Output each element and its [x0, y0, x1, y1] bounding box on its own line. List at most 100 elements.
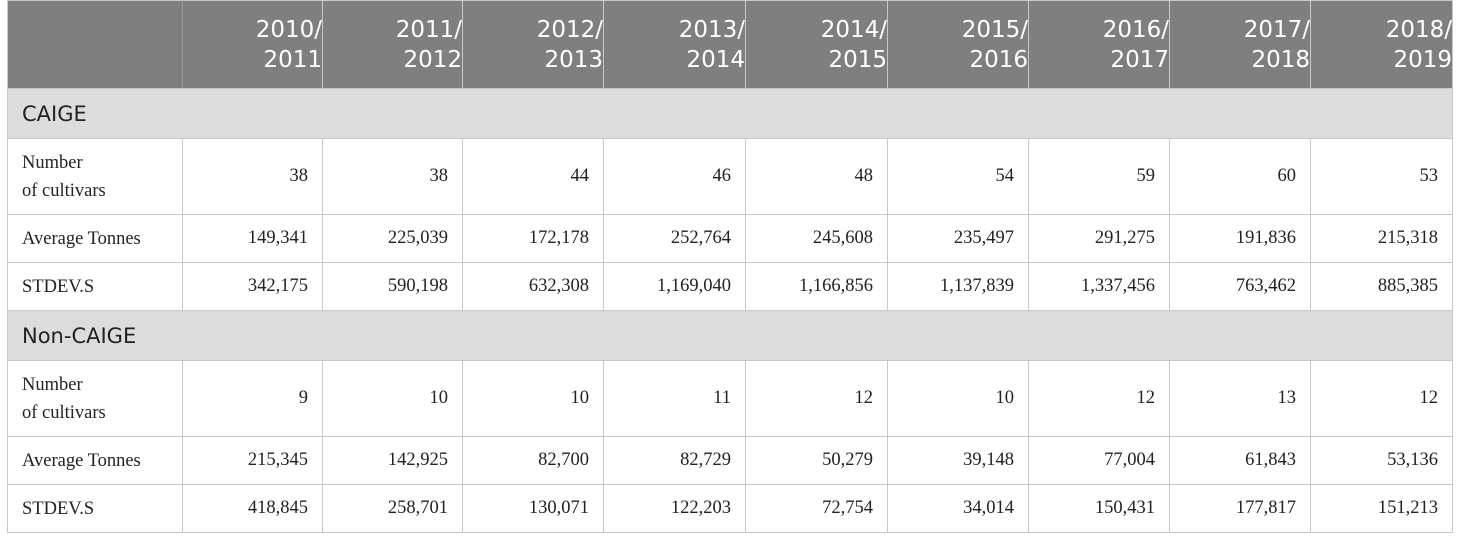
value-cell: 12	[1310, 360, 1453, 437]
value-cell: 60	[1169, 138, 1311, 215]
section-row: CAIGE	[7, 88, 1453, 139]
value-cell: 151,213	[1310, 484, 1453, 533]
header-year-line: 2015	[828, 46, 887, 73]
header-year: 2016/2017	[1028, 0, 1170, 89]
value-cell: 1,169,040	[603, 262, 746, 311]
header-year-line: 2017	[1110, 46, 1169, 73]
value-cell: 885,385	[1310, 262, 1453, 311]
row-label-line: of cultivars	[22, 180, 106, 201]
value-cell: 10	[322, 360, 463, 437]
value-cell: 225,039	[322, 214, 463, 263]
value-cell: 258,701	[322, 484, 463, 533]
value-cell: 1,166,856	[745, 262, 888, 311]
value-cell: 763,462	[1169, 262, 1311, 311]
row-label: Number of cultivars	[7, 360, 183, 437]
value-cell: 149,341	[182, 214, 323, 263]
value-cell: 61,843	[1169, 436, 1311, 485]
value-cell: 122,203	[603, 484, 746, 533]
row-label-line: of cultivars	[22, 402, 106, 423]
value-cell: 215,318	[1310, 214, 1453, 263]
row-label-line: Average Tonnes	[22, 450, 141, 471]
value-cell: 34,014	[887, 484, 1029, 533]
row-label: Average Tonnes	[7, 214, 183, 263]
value-cell: 245,608	[745, 214, 888, 263]
header-year-line: 2013	[544, 46, 603, 73]
header-year-line: 2012/	[536, 16, 603, 43]
header-year: 2010/2011	[182, 0, 323, 89]
value-cell: 82,729	[603, 436, 746, 485]
section-row: Non-CAIGE	[7, 310, 1453, 361]
value-cell: 53,136	[1310, 436, 1453, 485]
value-cell: 11	[603, 360, 746, 437]
header-year: 2012/2013	[462, 0, 604, 89]
value-cell: 632,308	[462, 262, 604, 311]
data-table: 2010/2011 2011/2012 2012/2013 2013/2014 …	[7, 0, 1453, 533]
value-cell: 72,754	[745, 484, 888, 533]
value-cell: 48	[745, 138, 888, 215]
row-label-line: Average Tonnes	[22, 228, 141, 249]
value-cell: 235,497	[887, 214, 1029, 263]
value-cell: 590,198	[322, 262, 463, 311]
header-year-line: 2011/	[395, 16, 462, 43]
value-cell: 1,137,839	[887, 262, 1029, 311]
value-cell: 9	[182, 360, 323, 437]
header-year: 2014/2015	[745, 0, 888, 89]
row-label: Number of cultivars	[7, 138, 183, 215]
section-title: CAIGE	[7, 88, 1453, 139]
value-cell: 1,337,456	[1028, 262, 1170, 311]
header-year-line: 2012	[403, 46, 462, 73]
value-cell: 59	[1028, 138, 1170, 215]
section-title: Non-CAIGE	[7, 310, 1453, 361]
value-cell: 44	[462, 138, 604, 215]
header-year: 2017/2018	[1169, 0, 1311, 89]
value-cell: 13	[1169, 360, 1311, 437]
value-cell: 215,345	[182, 436, 323, 485]
header-year-line: 2018	[1251, 46, 1310, 73]
value-cell: 82,700	[462, 436, 604, 485]
row-label-line: STDEV.S	[22, 276, 95, 297]
value-cell: 342,175	[182, 262, 323, 311]
header-year-line: 2018/	[1385, 16, 1452, 43]
header-year-line: 2016	[969, 46, 1028, 73]
value-cell: 252,764	[603, 214, 746, 263]
header-year-line: 2014/	[820, 16, 887, 43]
header-year: 2011/2012	[322, 0, 463, 89]
header-year-line: 2010/	[255, 16, 322, 43]
header-year-line: 2014	[686, 46, 745, 73]
value-cell: 38	[182, 138, 323, 215]
table-row: Number of cultivars 9 10 10 11 12 10 12 13 12	[7, 360, 1453, 437]
value-cell: 291,275	[1028, 214, 1170, 263]
value-cell: 191,836	[1169, 214, 1311, 263]
value-cell: 177,817	[1169, 484, 1311, 533]
header-year: 2013/2014	[603, 0, 746, 89]
row-label-line: STDEV.S	[22, 498, 95, 519]
value-cell: 10	[462, 360, 604, 437]
value-cell: 50,279	[745, 436, 888, 485]
table-body: CAIGE Number of cultivars 38 38 44 46 48 54 59 60 5…	[7, 88, 1453, 533]
value-cell: 38	[322, 138, 463, 215]
value-cell: 172,178	[462, 214, 604, 263]
row-label: STDEV.S	[7, 484, 183, 533]
row-label-line: Number	[22, 152, 83, 173]
header-year-line: 2015/	[961, 16, 1028, 43]
value-cell: 77,004	[1028, 436, 1170, 485]
header-corner	[7, 0, 183, 89]
value-cell: 53	[1310, 138, 1453, 215]
value-cell: 142,925	[322, 436, 463, 485]
header-year-line: 2016/	[1102, 16, 1169, 43]
header-year: 2015/2016	[887, 0, 1029, 89]
value-cell: 46	[603, 138, 746, 215]
row-label-line: Number	[22, 374, 83, 395]
table-row: Average Tonnes 215,345 142,925 82,700 82,729…	[7, 436, 1453, 485]
header-row: 2010/2011 2011/2012 2012/2013 2013/2014 …	[7, 0, 1453, 89]
header-year-line: 2011	[263, 46, 322, 73]
header-year-line: 2017/	[1243, 16, 1310, 43]
header-year: 2018/2019	[1310, 0, 1453, 89]
value-cell: 150,431	[1028, 484, 1170, 533]
value-cell: 39,148	[887, 436, 1029, 485]
value-cell: 10	[887, 360, 1029, 437]
row-label: Average Tonnes	[7, 436, 183, 485]
value-cell: 418,845	[182, 484, 323, 533]
value-cell: 12	[745, 360, 888, 437]
value-cell: 12	[1028, 360, 1170, 437]
